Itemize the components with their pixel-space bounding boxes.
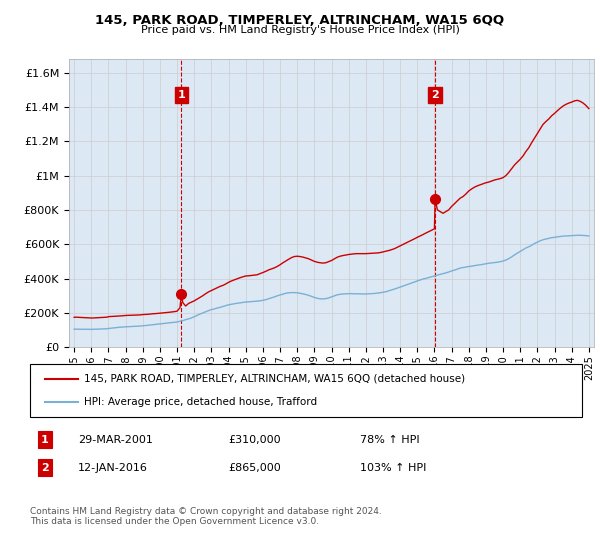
Text: 78% ↑ HPI: 78% ↑ HPI — [360, 435, 419, 445]
Text: 1: 1 — [41, 435, 49, 445]
Text: 2: 2 — [431, 90, 439, 100]
Text: HPI: Average price, detached house, Trafford: HPI: Average price, detached house, Traf… — [84, 397, 317, 407]
Text: £310,000: £310,000 — [228, 435, 281, 445]
Text: 145, PARK ROAD, TIMPERLEY, ALTRINCHAM, WA15 6QQ (detached house): 145, PARK ROAD, TIMPERLEY, ALTRINCHAM, W… — [84, 374, 465, 384]
Text: 2: 2 — [41, 463, 49, 473]
Text: 1: 1 — [178, 90, 185, 100]
Text: £865,000: £865,000 — [228, 463, 281, 473]
Text: 103% ↑ HPI: 103% ↑ HPI — [360, 463, 427, 473]
Text: Contains HM Land Registry data © Crown copyright and database right 2024.
This d: Contains HM Land Registry data © Crown c… — [30, 507, 382, 526]
Text: 29-MAR-2001: 29-MAR-2001 — [78, 435, 153, 445]
Text: 145, PARK ROAD, TIMPERLEY, ALTRINCHAM, WA15 6QQ: 145, PARK ROAD, TIMPERLEY, ALTRINCHAM, W… — [95, 14, 505, 27]
Text: Price paid vs. HM Land Registry's House Price Index (HPI): Price paid vs. HM Land Registry's House … — [140, 25, 460, 35]
Text: 12-JAN-2016: 12-JAN-2016 — [78, 463, 148, 473]
